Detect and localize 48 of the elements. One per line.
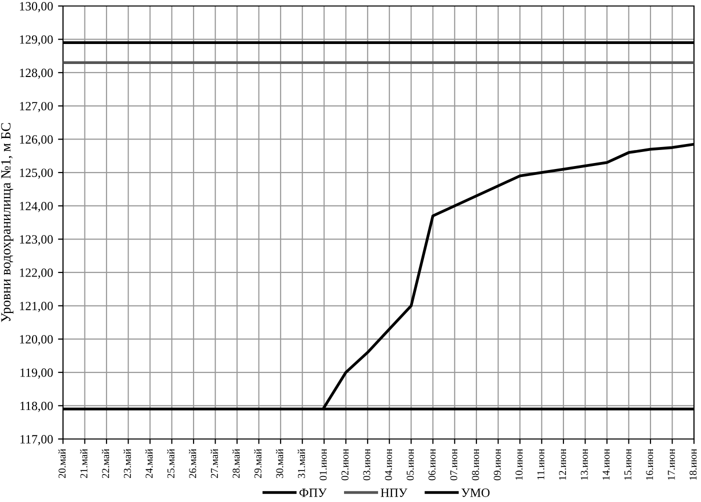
x-tick-label: 14.июн — [602, 448, 610, 480]
x-tick-label: 11.июн — [537, 448, 544, 480]
y-tick-label: 119,00 — [20, 368, 53, 379]
x-tick-label: 29.май — [254, 448, 262, 478]
y-tick-label: 117,00 — [20, 435, 53, 446]
y-tick-label: 120,00 — [20, 335, 53, 346]
x-tick-label: 04.июн — [384, 448, 392, 480]
x-tick-label: 06.июн — [428, 448, 436, 480]
x-tick-label: 09.июн — [494, 448, 501, 480]
y-tick-label: 123,00 — [20, 235, 53, 246]
x-tick-label: 30.май — [276, 448, 284, 478]
legend-label: ФПУ — [299, 488, 327, 497]
x-tick-label: 20.май — [58, 448, 66, 478]
x-tick-label: 05.июн — [406, 448, 414, 480]
y-tick-label: 125,00 — [20, 168, 53, 179]
y-tick-label: 121,00 — [20, 302, 53, 312]
x-tick-label: 25.май — [167, 448, 174, 478]
y-tick-label: 124,00 — [20, 202, 53, 212]
x-tick-label: 24.май — [145, 448, 153, 478]
x-tick-label: 08.июн — [472, 448, 480, 480]
x-tick-label: 02.июн — [341, 448, 349, 480]
x-tick-label: 21.май — [80, 448, 88, 478]
y-tick-label: 129,00 — [20, 35, 53, 46]
y-tick-label: 130,00 — [20, 2, 53, 12]
x-tick-label: 13.июн — [580, 448, 588, 480]
y-axis-title: Уровни водохранилища №1, м БС — [1, 123, 14, 322]
x-tick-label: 22.май — [102, 448, 110, 478]
x-tick-label: 26.май — [188, 448, 196, 478]
y-tick-label: 118,00 — [20, 402, 53, 412]
x-tick-label: 18.июн — [690, 448, 697, 480]
y-tick-label: 122,00 — [20, 268, 53, 279]
x-tick-label: 12.июн — [559, 448, 566, 480]
legend-label: НПУ — [380, 488, 408, 497]
x-tick-label: 17.июн — [668, 448, 675, 480]
legend-label: УМО — [461, 488, 490, 497]
x-tick-label: 16.июн — [646, 448, 654, 480]
y-tick-label: 126,00 — [20, 135, 53, 146]
y-tick-label: 128,00 — [20, 68, 53, 79]
x-tick-label: 15.июн — [624, 448, 632, 480]
x-tick-label: 28.май — [232, 448, 240, 478]
x-tick-label: 23.май — [124, 448, 131, 478]
x-tick-label: 03.июн — [363, 448, 370, 480]
x-tick-label: 31.май — [298, 448, 305, 478]
y-tick-label: 127,00 — [20, 102, 53, 112]
x-tick-label: 27.май — [210, 448, 218, 478]
x-tick-label: 01.июн — [320, 448, 327, 480]
x-tick-label: 10.июн — [516, 448, 523, 480]
x-tick-label: 07.июн — [450, 448, 458, 480]
